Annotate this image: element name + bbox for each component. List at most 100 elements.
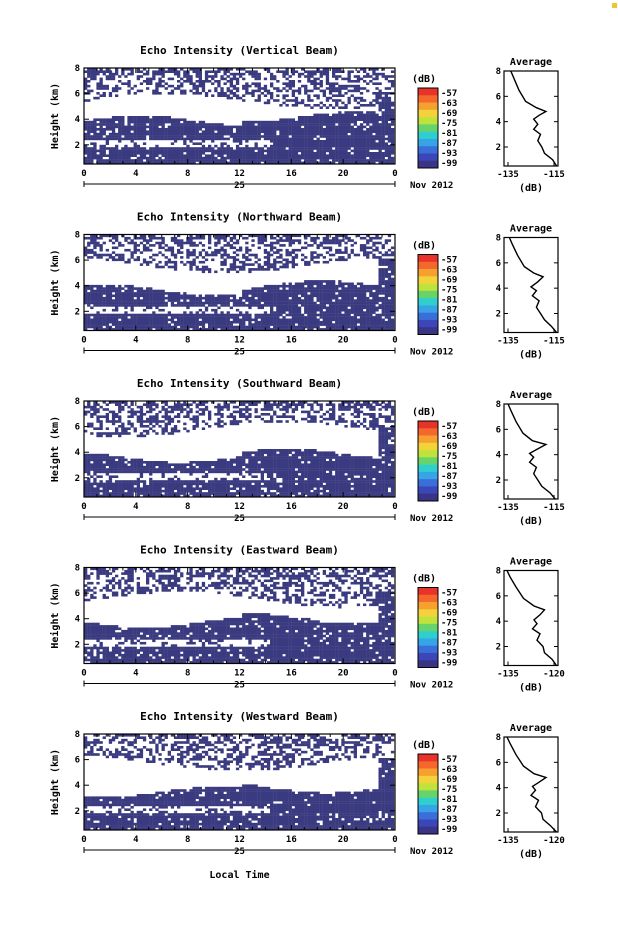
colorbar-segment [418, 124, 438, 132]
heatmap-cell [356, 132, 361, 136]
heatmap-cell [390, 270, 395, 274]
heatmap-cell [204, 147, 209, 150]
heatmap-cell [111, 89, 116, 93]
heatmap-cell [310, 311, 314, 314]
heatmap-cell [118, 287, 122, 290]
heatmap-cell [161, 265, 165, 269]
heatmap-cell [173, 316, 178, 319]
heatmap-cell [378, 280, 382, 283]
heatmap-cell [372, 244, 376, 247]
heatmap-cell [375, 92, 379, 95]
heatmap-cell [149, 137, 153, 141]
heatmap-cell [223, 304, 227, 307]
heatmap-cell [152, 125, 156, 129]
heatmap-cell [273, 236, 277, 240]
heatmap-cell [347, 77, 351, 81]
heatmap-cell [111, 72, 116, 76]
heatmap-cell [366, 494, 370, 498]
heatmap-cell [127, 296, 131, 300]
heatmap-cell [347, 72, 351, 76]
heatmap-cell [201, 248, 206, 252]
heatmap-cell [223, 147, 227, 150]
heatmap-cell [381, 75, 385, 78]
heatmap-cell [301, 301, 305, 305]
heatmap-cell [381, 280, 385, 283]
heatmap-cell [344, 236, 348, 240]
heatmap-cell [139, 161, 144, 165]
heatmap-cell [282, 301, 286, 305]
heatmap-cell [102, 147, 106, 150]
heatmap-cell [288, 118, 292, 121]
heatmap-cell [226, 128, 230, 131]
heatmap-cell [223, 244, 227, 247]
heatmap-cell [183, 318, 187, 322]
heatmap-cell [372, 125, 376, 129]
heatmap-cell [245, 313, 249, 317]
heatmap-cell [158, 292, 162, 295]
heatmap-cell [359, 325, 364, 329]
heatmap-cell [229, 77, 233, 81]
heatmap-cell [263, 287, 268, 290]
heatmap-cell [310, 318, 314, 322]
heatmap-cell [353, 132, 357, 136]
heatmap-cell [378, 149, 382, 153]
heatmap-cell [245, 304, 249, 307]
heatmap-cell [136, 149, 140, 153]
heatmap-cell [177, 318, 181, 322]
heatmap-cell [304, 144, 308, 148]
heatmap-cell [155, 149, 159, 153]
heatmap-cell [158, 161, 162, 165]
heatmap-cell [167, 130, 171, 133]
heatmap-cell [189, 263, 193, 266]
heatmap-cell [363, 140, 367, 143]
heatmap-cell [167, 116, 171, 119]
heatmap-cell [139, 301, 144, 305]
heatmap-cell [133, 118, 137, 121]
heatmap-cell [99, 94, 103, 97]
y-axis-label: Height (km) [49, 83, 61, 149]
heatmap-cell [186, 256, 190, 259]
heatmap-cell [341, 256, 345, 259]
heatmap-cell [356, 75, 361, 78]
heatmap-cell [211, 128, 215, 131]
heatmap-cell [344, 130, 348, 133]
heatmap-cell [276, 99, 280, 102]
heatmap-cell [372, 161, 376, 165]
heatmap-cell [322, 292, 326, 295]
heatmap-cell [211, 323, 215, 326]
heatmap-cell [136, 289, 140, 293]
heatmap-cell [214, 137, 218, 141]
heatmap-cell [90, 156, 94, 160]
heatmap-cell [297, 308, 302, 312]
heatmap-cell [152, 161, 156, 165]
heatmap-cell [183, 89, 187, 93]
heatmap-cell [332, 154, 336, 157]
heatmap-cell [152, 304, 156, 307]
heatmap-cell [214, 308, 218, 312]
heatmap-cell [279, 159, 283, 162]
heatmap-cell [93, 147, 97, 150]
heatmap-cell [192, 87, 196, 90]
heatmap-cell [344, 123, 348, 126]
heatmap-cell [338, 308, 342, 312]
heatmap-cell [235, 89, 240, 93]
heatmap-cell [372, 323, 376, 326]
heatmap-cell [294, 304, 299, 307]
heatmap-cell [149, 120, 153, 124]
colorbar-tick-label: -75 [441, 119, 457, 129]
heatmap-cell [390, 113, 395, 117]
heatmap-cell [381, 137, 385, 141]
heatmap-cell [84, 236, 88, 240]
heatmap-cell [220, 154, 224, 157]
heatmap-cell [297, 140, 302, 143]
heatmap-cell [257, 316, 261, 319]
heatmap-cell [192, 132, 196, 136]
heatmap-cell [130, 137, 134, 141]
heatmap-cell [310, 308, 314, 312]
heatmap-cell [245, 325, 249, 329]
heatmap-cell [263, 84, 268, 88]
heatmap-cell [146, 116, 150, 119]
heatmap-cell [294, 142, 299, 145]
heatmap-cell [96, 118, 100, 121]
heatmap-cell [198, 149, 202, 153]
